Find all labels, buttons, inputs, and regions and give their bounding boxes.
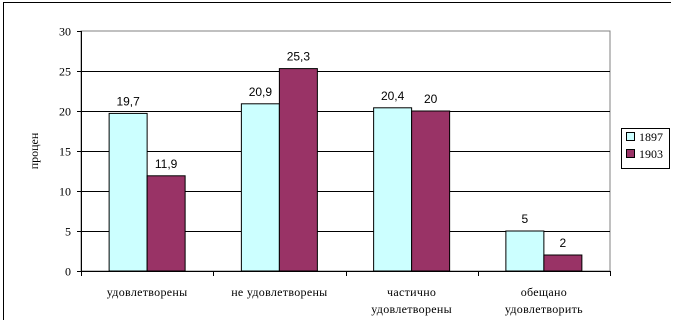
x-category-label: обещано (521, 285, 567, 299)
legend-label: 1903 (639, 147, 663, 161)
x-category-label: не удовлетворены (231, 285, 327, 299)
y-axis-label: процен (27, 132, 41, 169)
data-label: 19,7 (116, 94, 140, 108)
y-tick-label: 5 (65, 225, 71, 239)
data-label: 20 (424, 92, 438, 106)
bar-1903 (146, 175, 186, 272)
x-category-label: удовлетворены (107, 285, 188, 299)
y-tick-label: 0 (65, 265, 71, 279)
legend-swatch-1897 (626, 132, 635, 141)
y-tick-label: 30 (59, 25, 71, 39)
bar-1903 (411, 110, 451, 272)
legend-swatch-1903 (626, 149, 635, 158)
x-category-label: частично (387, 285, 436, 299)
bar-1903 (278, 68, 318, 272)
data-label: 5 (522, 212, 529, 226)
data-label: 20,9 (249, 85, 273, 99)
data-label: 2 (560, 236, 567, 250)
data-label: 20,4 (381, 89, 405, 103)
y-tick-label: 25 (59, 65, 71, 79)
data-label: 25,3 (287, 50, 311, 64)
chart-frame (3, 2, 671, 320)
bar-1897 (373, 107, 413, 272)
x-category-label: удовлетворить (505, 302, 583, 316)
y-tick-label: 15 (59, 145, 71, 159)
y-tick-label: 10 (59, 185, 71, 199)
y-tick-label: 20 (59, 105, 71, 119)
bar-1903 (543, 254, 583, 272)
bar-1897 (240, 103, 280, 272)
data-label: 11,9 (155, 157, 178, 171)
x-category-label: удовлетворены (371, 302, 452, 316)
bar-1897 (505, 230, 545, 272)
legend-label: 1897 (639, 130, 663, 144)
bar-1897 (108, 112, 148, 272)
